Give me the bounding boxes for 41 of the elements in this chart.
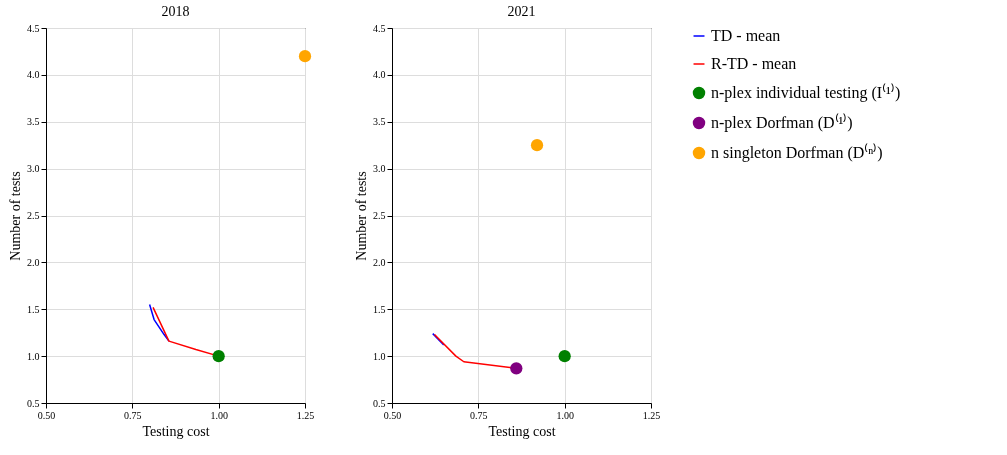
x-axis-title: Testing cost: [142, 423, 210, 439]
line-series: [148, 303, 170, 342]
y-tick-label: 3.0: [27, 163, 40, 175]
y-tick-label: 1.5: [27, 303, 40, 315]
y-axis-title: Number of tests: [354, 171, 369, 261]
y-tick-label: 2.0: [27, 256, 40, 268]
chart-title: 2018: [161, 4, 190, 19]
y-tick-label: 2.5: [373, 210, 386, 221]
y-tick-label: 1.5: [373, 303, 386, 315]
y-tick-label: 4.0: [373, 69, 386, 81]
y-tick-label: 0.5: [27, 397, 40, 409]
x-tick-label: 0.50: [37, 409, 56, 421]
y-tick-label: 0.5: [373, 397, 386, 409]
y-tick-label: 3.0: [373, 163, 386, 175]
y-tick-label: 3.5: [373, 116, 386, 128]
legend-label: n singleton Dorfman (D⁽ⁿ⁾): [711, 143, 883, 162]
legend-label: TD - mean: [711, 27, 781, 44]
point: [510, 362, 523, 375]
point: [530, 139, 544, 152]
x-tick-label: 1.25: [296, 409, 315, 421]
y-axis-title: Number of tests: [8, 171, 23, 261]
y-tick-label: 3.5: [27, 116, 40, 128]
y-tick-label: 4.0: [27, 69, 40, 81]
legend-label: n-plex individual testing (I⁽¹⁾): [711, 83, 901, 102]
y-tick-label: 2.0: [373, 256, 386, 268]
x-tick-label: 1.00: [556, 409, 574, 421]
point: [558, 350, 571, 363]
y-tick-label: 2.5: [27, 210, 40, 221]
y-tick-label: 1.0: [27, 350, 40, 362]
x-tick-label: 0.50: [383, 409, 402, 421]
x-tick-label: 1.00: [210, 409, 228, 421]
legend-label: n-plex Dorfman (D⁽¹⁾): [711, 113, 853, 132]
x-tick-label: 1.25: [642, 409, 661, 421]
x-tick-label: 0.75: [470, 409, 488, 421]
chart-title: 2021: [507, 4, 536, 19]
y-tick-label: 4.5: [27, 22, 40, 34]
y-tick-label: 4.5: [373, 22, 386, 34]
legend-label: R-TD - mean: [711, 55, 797, 72]
y-tick-label: 1.0: [373, 350, 386, 362]
x-axis-title: Testing cost: [488, 423, 556, 439]
x-tick-label: 0.75: [124, 409, 142, 421]
